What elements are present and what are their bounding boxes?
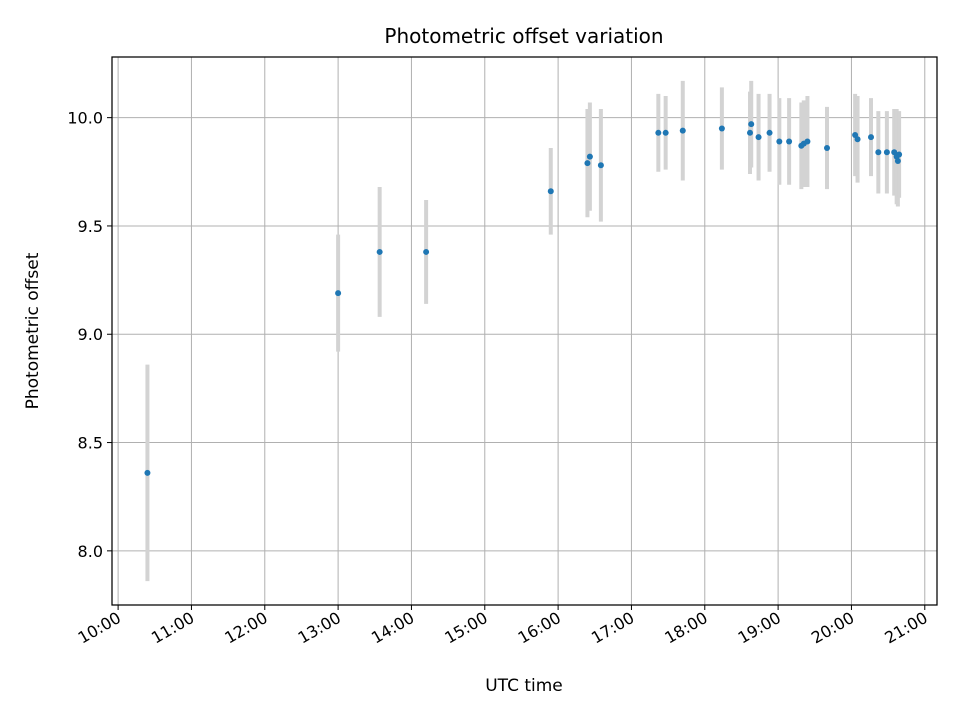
y-tick-label: 9.5 [78, 217, 103, 236]
data-point [854, 136, 861, 143]
y-tick-label: 8.0 [78, 542, 103, 561]
data-point [144, 469, 151, 476]
data-point [766, 129, 773, 136]
data-point [586, 153, 593, 160]
y-tick-label: 10.0 [67, 109, 103, 128]
data-point [786, 138, 793, 145]
x-axis-label: UTC time [485, 676, 563, 696]
data-point [776, 138, 783, 145]
data-point [896, 151, 903, 158]
y-axis-label: Photometric offset [23, 252, 43, 409]
data-point [804, 138, 811, 145]
data-point [547, 188, 554, 195]
data-points [144, 121, 903, 476]
grid [112, 57, 937, 605]
data-point [755, 134, 762, 141]
data-point [875, 149, 882, 156]
y-axis-ticks: 8.0 8.5 9.0 9.5 10.0 [67, 109, 112, 561]
data-point [747, 129, 753, 136]
data-point [718, 125, 725, 132]
data-point [335, 290, 342, 297]
data-point [584, 160, 591, 167]
data-point [423, 248, 430, 255]
y-tick-label: 8.5 [78, 434, 103, 453]
data-point [894, 157, 901, 164]
data-point [662, 129, 669, 136]
y-tick-label: 9.0 [78, 325, 103, 344]
data-point [824, 144, 830, 151]
data-point [376, 248, 383, 255]
chart-title: Photometric offset variation [384, 24, 663, 48]
plot-frame [111, 56, 938, 606]
data-point [679, 127, 686, 134]
data-point [597, 162, 604, 169]
data-point [883, 149, 890, 156]
data-point [655, 129, 662, 136]
data-point [868, 134, 874, 141]
data-point [748, 121, 755, 128]
